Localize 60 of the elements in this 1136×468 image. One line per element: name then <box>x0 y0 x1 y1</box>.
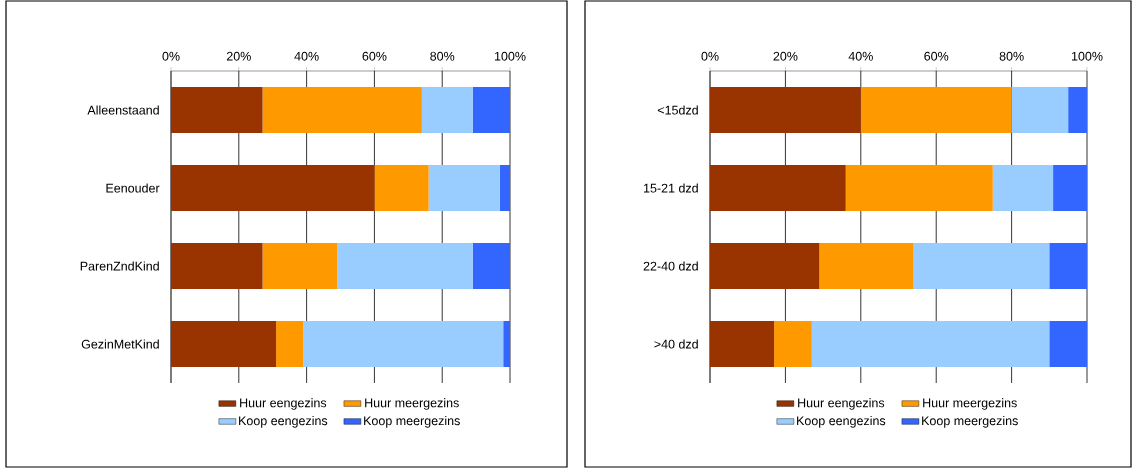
bar <box>472 86 511 133</box>
bar <box>171 320 277 367</box>
bar <box>774 320 812 367</box>
x-tick-label: 60% <box>362 51 387 61</box>
x-tick-label: 100% <box>1071 51 1103 61</box>
y-tick-label: <15dzd <box>657 105 698 115</box>
bar <box>811 320 1050 367</box>
x-tick-label: 40% <box>848 51 873 61</box>
bar <box>992 164 1054 211</box>
bar <box>710 320 775 367</box>
legend-label: Koop eengezins <box>797 416 886 428</box>
x-tick-label: 100% <box>494 51 526 61</box>
bar <box>499 164 511 211</box>
bar <box>710 164 846 211</box>
bar <box>1049 242 1088 289</box>
bar <box>472 242 511 289</box>
bar <box>710 86 861 133</box>
bar <box>171 242 263 289</box>
bar <box>913 242 1050 289</box>
x-tick-label: 40% <box>294 51 319 61</box>
bar <box>337 242 473 289</box>
bar <box>171 86 263 133</box>
bar <box>374 164 429 211</box>
y-tick-label: 15-21 dzd <box>644 183 698 193</box>
bar <box>1011 86 1069 133</box>
legend-label: Huur meergezins <box>365 398 459 410</box>
bar <box>710 242 820 289</box>
x-tick-label: 80% <box>999 51 1024 61</box>
y-tick-label: 22-40 dzd <box>643 261 698 271</box>
legend-label: Koop meergezins <box>922 416 1018 428</box>
legend-label: Huur eengezins <box>798 398 885 410</box>
legend-label: Huur meergezins <box>923 398 1017 410</box>
bar <box>860 86 1012 133</box>
x-tick-label: 0% <box>162 51 180 61</box>
y-tick-label: GezinMetKind <box>81 339 159 349</box>
bar <box>1068 86 1088 133</box>
bar <box>262 86 422 133</box>
x-tick-label: 0% <box>701 51 719 61</box>
bar <box>1053 164 1088 211</box>
bar <box>845 164 993 211</box>
bar <box>503 320 511 367</box>
bar <box>276 320 304 367</box>
bar <box>303 320 504 367</box>
x-tick-label: 20% <box>773 51 798 61</box>
bar <box>1049 320 1088 367</box>
legend-label: Huur eengezins <box>240 398 327 410</box>
y-tick-label: Eenouder <box>106 183 160 193</box>
x-tick-label: 20% <box>226 51 251 61</box>
bar <box>428 164 500 211</box>
bar <box>819 242 914 289</box>
legend-label: Koop meergezins <box>364 416 460 428</box>
y-tick-label: ParenZndKind <box>80 261 159 271</box>
legend-label: Koop eengezins <box>239 416 328 428</box>
bar <box>421 86 473 133</box>
x-tick-label: 80% <box>430 51 455 61</box>
y-tick-label: >40 dzd <box>654 339 698 349</box>
x-tick-label: 60% <box>924 51 949 61</box>
y-tick-label: Alleenstaand <box>87 105 159 115</box>
bar <box>171 164 375 211</box>
bar <box>262 242 338 289</box>
